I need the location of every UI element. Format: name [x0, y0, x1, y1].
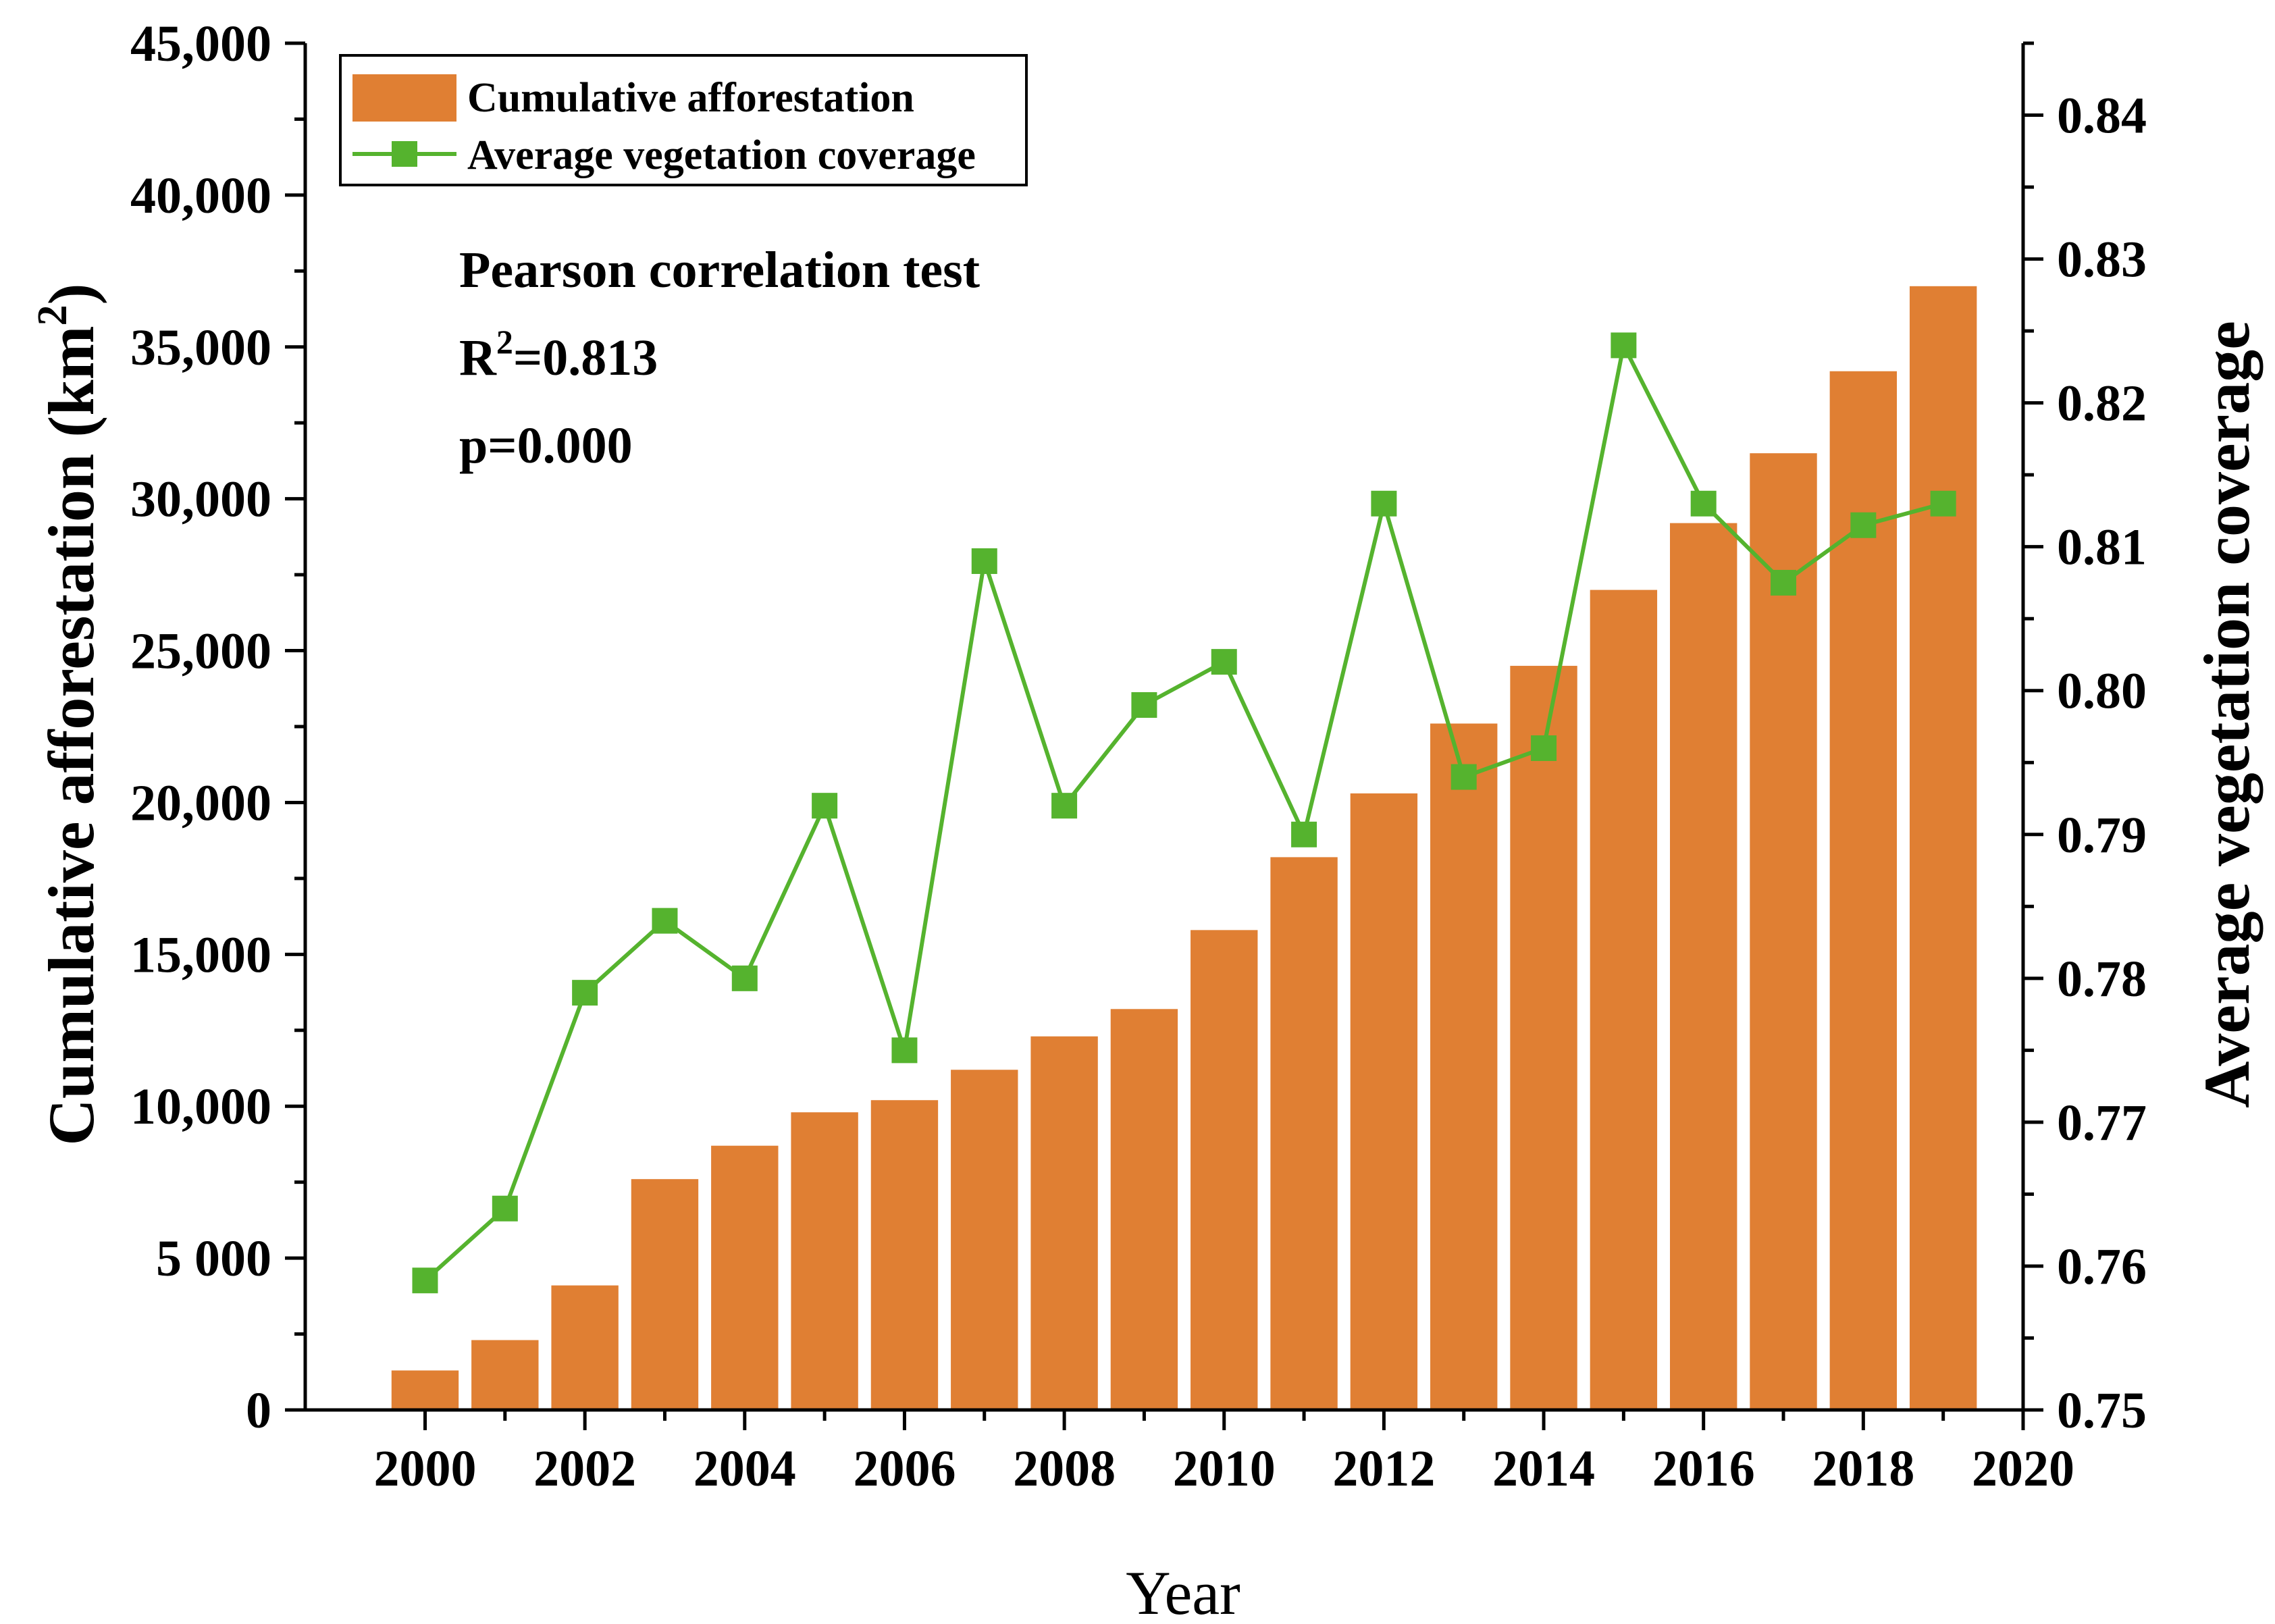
x-axis-title: Year	[1126, 1558, 1240, 1624]
y-axis-title: Cumulative afforestation (km2)	[30, 283, 107, 1145]
marker-2016	[1690, 490, 1717, 517]
bar-2008	[1030, 1036, 1098, 1410]
y2-tick-label: 0.79	[2057, 807, 2147, 864]
marker-2017	[1771, 569, 1797, 596]
y-tick-label: 15,000	[130, 926, 271, 983]
marker-2018	[1850, 512, 1877, 538]
y-tick-label: 20,000	[130, 775, 271, 831]
marker-2011	[1291, 821, 1317, 847]
y-tick-label: 45,000	[130, 16, 271, 72]
bar-2012	[1350, 793, 1418, 1410]
x-tick-label: 2006	[853, 1440, 956, 1497]
bar-2019	[1909, 286, 1977, 1410]
axes: 2000 2002 2004 2006 2008 2010 2012 2014 2016 2018…	[130, 16, 2147, 1497]
y2-axis-title: Average vegetation coverage	[2191, 321, 2263, 1108]
y-tick-label: 40,000	[130, 167, 271, 224]
vegetation-line	[423, 339, 1944, 1282]
bar-series-afforestation	[391, 286, 1977, 1411]
annotation-title: Pearson correlation test	[459, 242, 980, 298]
marker-2004	[731, 965, 758, 991]
x-tick-label: 2000	[373, 1440, 476, 1497]
marker-2002	[572, 980, 598, 1006]
bar-2002	[551, 1285, 619, 1410]
bar-2005	[791, 1112, 858, 1410]
x-tick-label: 2008	[1013, 1440, 1116, 1497]
marker-2006	[891, 1037, 918, 1064]
y-tick-label: 5 000	[156, 1230, 271, 1287]
marker-2013	[1450, 764, 1477, 790]
annotation-r-squared: R2=0.813	[459, 323, 658, 386]
x-tick-label: 2002	[533, 1440, 636, 1497]
y-tick-label: 30,000	[130, 471, 271, 528]
bar-2007	[951, 1070, 1018, 1410]
marker-2007	[971, 548, 997, 574]
bar-2017	[1750, 453, 1817, 1411]
x-tick-label: 2010	[1173, 1440, 1276, 1497]
y2-tick-label: 0.82	[2057, 375, 2147, 432]
x-tick-label: 2004	[694, 1440, 796, 1497]
marker-2019	[1930, 490, 1956, 517]
bar-2011	[1270, 857, 1338, 1410]
bar-2014	[1510, 666, 1577, 1410]
annotation-p-value: p=0.000	[459, 417, 633, 474]
legend: Cumulative afforestation Average vegetati…	[339, 54, 1028, 186]
y2-tick-label: 0.84	[2057, 88, 2147, 145]
x-tick-label: 2012	[1332, 1440, 1435, 1497]
bar-2018	[1829, 371, 1898, 1410]
y2-tick-label: 0.80	[2057, 663, 2147, 720]
marker-2001	[492, 1195, 518, 1222]
x-tick-label: 2018	[1812, 1440, 1914, 1497]
bar-2000	[391, 1370, 459, 1410]
y2-tick-label: 0.78	[2057, 951, 2147, 1007]
marker-2012	[1371, 490, 1397, 517]
x-tick-label: 2014	[1492, 1440, 1595, 1497]
legend-swatch-marker	[392, 141, 417, 167]
marker-2000	[412, 1267, 438, 1294]
bar-2010	[1191, 930, 1258, 1410]
legend-label-vegetation: Average vegetation coverage	[467, 132, 976, 178]
y2-tick-label: 0.81	[2057, 519, 2147, 576]
y2-tick-label: 0.76	[2057, 1238, 2147, 1295]
y2-tick-label: 0.75	[2057, 1382, 2147, 1439]
bar-2001	[471, 1340, 539, 1410]
legend-label-afforestation: Cumulative afforestation	[467, 75, 914, 121]
marker-2008	[1051, 793, 1078, 819]
y-tick-label: 10,000	[130, 1078, 271, 1135]
line-series-vegetation	[412, 332, 1956, 1294]
correlation-annotation: Pearson correlation test R2=0.813 p=0.00…	[459, 242, 980, 474]
bar-2003	[631, 1179, 699, 1410]
y-tick-label: 35,000	[130, 319, 271, 376]
legend-swatch-bar	[352, 74, 456, 122]
bar-2006	[870, 1100, 939, 1410]
bar-2016	[1670, 523, 1737, 1410]
marker-2015	[1611, 332, 1637, 359]
x-tick-label: 2020	[1972, 1440, 2074, 1497]
bar-2015	[1590, 590, 1658, 1410]
bar-2004	[711, 1145, 779, 1410]
bar-2009	[1110, 1009, 1178, 1410]
marker-2010	[1211, 649, 1237, 675]
marker-2014	[1531, 735, 1557, 761]
bar-2013	[1430, 723, 1498, 1410]
y-tick-label: 25,000	[130, 623, 271, 680]
x-tick-label: 2016	[1652, 1440, 1755, 1497]
y2-tick-label: 0.83	[2057, 232, 2147, 288]
marker-2005	[812, 793, 838, 819]
marker-2009	[1131, 692, 1157, 718]
y2-tick-label: 0.77	[2057, 1095, 2147, 1151]
marker-2003	[652, 908, 678, 934]
y-tick-label: 0	[246, 1382, 271, 1439]
